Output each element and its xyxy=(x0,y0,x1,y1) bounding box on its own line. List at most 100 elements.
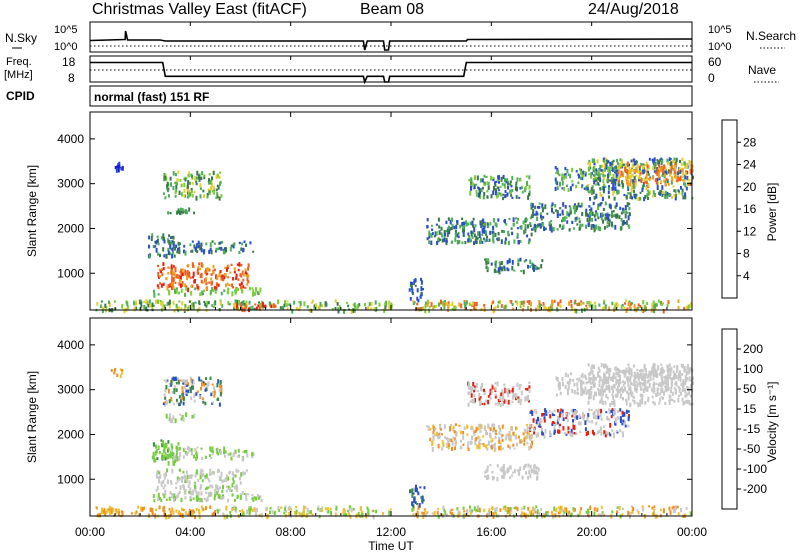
velocity-cell xyxy=(478,442,481,447)
power-cell xyxy=(673,175,676,179)
power-cell xyxy=(490,176,493,180)
power-cell xyxy=(180,184,183,188)
velocity-cell xyxy=(174,376,177,382)
velocity-cell xyxy=(507,394,510,398)
power-cell xyxy=(149,303,152,308)
power-cell xyxy=(233,306,236,310)
velocity-cell xyxy=(497,401,500,406)
velocity-cell xyxy=(175,388,178,392)
velocity-cell xyxy=(155,489,158,492)
power-cell xyxy=(468,237,471,243)
power-cell xyxy=(219,301,222,306)
power-cell xyxy=(313,305,316,311)
power-cell xyxy=(644,304,647,308)
power-cell xyxy=(169,282,172,286)
power-cell xyxy=(528,300,531,305)
power-cell xyxy=(681,191,684,196)
power-cell xyxy=(411,281,413,286)
time-tick-label: 04:00 xyxy=(175,525,205,539)
velocity-cell xyxy=(611,387,614,390)
power-cell xyxy=(463,302,466,306)
power-cell xyxy=(164,173,167,177)
velocity-cell xyxy=(663,369,665,373)
power-cell xyxy=(663,173,666,177)
velocity-cell xyxy=(192,380,195,385)
power-cell xyxy=(191,177,194,180)
velocity-cell xyxy=(528,469,531,475)
power-cell xyxy=(543,226,545,231)
power-cell xyxy=(457,235,460,239)
power-cell xyxy=(687,304,690,310)
velocity-cell xyxy=(529,428,532,431)
power-cell xyxy=(612,183,615,187)
velocity-cell xyxy=(301,512,303,518)
velocity-cell xyxy=(613,408,616,413)
power-cell xyxy=(496,194,499,199)
velocity-cell xyxy=(259,495,262,499)
power-cell xyxy=(154,245,157,248)
power-cell xyxy=(115,167,118,173)
velocity-cell xyxy=(674,382,677,385)
velocity-cell xyxy=(491,423,494,428)
power-cell xyxy=(162,282,165,286)
power-cell xyxy=(174,195,177,198)
velocity-cell xyxy=(343,508,345,511)
power-cell xyxy=(352,303,355,307)
power-cell xyxy=(607,174,610,178)
power-cell xyxy=(559,207,562,210)
velocity-cell xyxy=(579,510,582,515)
velocity-cell xyxy=(642,373,645,378)
velocity-cell xyxy=(317,507,320,511)
velocity-cell xyxy=(245,496,248,502)
power-cell xyxy=(145,306,148,312)
velocity-cell xyxy=(615,381,618,386)
power-cell xyxy=(483,304,486,307)
power-cell xyxy=(644,164,647,167)
velocity-cell xyxy=(600,408,603,414)
velocity-cell xyxy=(689,367,692,371)
velocity-cell xyxy=(173,388,176,392)
power-cell xyxy=(616,192,619,195)
velocity-cell xyxy=(473,506,476,511)
velocity-cell xyxy=(587,513,589,517)
power-cell xyxy=(585,224,587,229)
velocity-cell xyxy=(194,515,197,520)
power-cell xyxy=(623,163,626,166)
velocity-cell xyxy=(211,402,214,405)
velocity-cell xyxy=(223,446,226,451)
power-cell xyxy=(148,244,150,249)
power-cell xyxy=(605,167,608,170)
power-cell xyxy=(630,174,633,178)
power-cell xyxy=(500,261,503,265)
velocity-cell xyxy=(533,464,536,469)
power-cell xyxy=(654,304,656,309)
power-cell xyxy=(522,269,525,275)
velocity-cell xyxy=(452,436,455,440)
power-cell xyxy=(602,306,605,311)
power-cell xyxy=(459,224,462,229)
power-cell xyxy=(664,195,667,199)
power-cell xyxy=(611,161,614,166)
velocity-cell xyxy=(182,484,185,488)
power-cell xyxy=(527,224,529,229)
velocity-cell xyxy=(193,399,196,403)
power-cell xyxy=(619,174,622,179)
velocity-cell xyxy=(212,511,215,517)
velocity-cell xyxy=(178,510,180,515)
velocity-cell xyxy=(173,495,176,499)
velocity-cell xyxy=(477,505,480,510)
power-cell xyxy=(597,182,600,186)
velocity-cell xyxy=(232,480,235,485)
velocity-cell xyxy=(605,385,608,390)
velocity-cell xyxy=(158,505,161,510)
velocity-cell xyxy=(198,514,201,520)
power-cell xyxy=(213,302,216,305)
power-cell xyxy=(544,204,547,210)
power-cell xyxy=(571,167,574,173)
velocity-cell xyxy=(467,391,470,395)
velocity-cell xyxy=(321,508,323,512)
velocity-ytick-label: 2000 xyxy=(57,427,84,441)
power-cell xyxy=(494,232,497,237)
power-cell xyxy=(177,170,180,174)
